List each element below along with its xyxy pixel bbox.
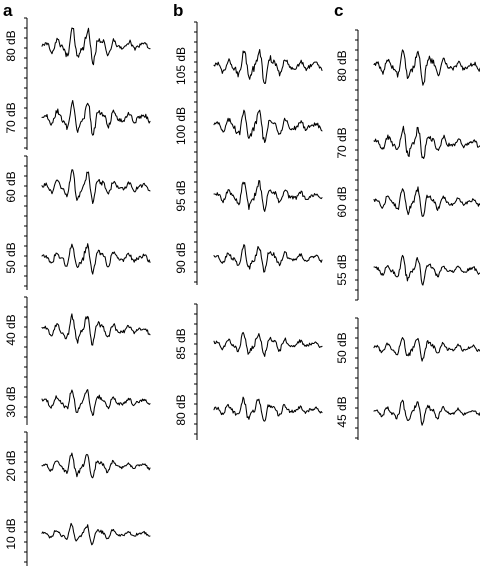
waveform-trace [41, 522, 151, 546]
trace-label: 40 dB [4, 314, 18, 345]
panel-b: 105 dB 100 dB 95 dB 90 dB 85 dB 80 dB [174, 21, 323, 440]
waveform-trace [373, 399, 480, 426]
panel-letter-b: b [173, 1, 183, 20]
waveform-trace [41, 27, 151, 66]
trace-label: 10 dB [4, 518, 18, 549]
trace-label: 50 dB [335, 332, 349, 363]
trace-label: 45 dB [335, 396, 349, 427]
trace-label: 95 dB [174, 180, 188, 211]
trace-label: 100 dB [174, 107, 188, 145]
waveform-trace [213, 179, 323, 212]
waveform-trace [41, 389, 151, 417]
trace-label: 30 dB [4, 386, 18, 417]
trace-label: 85 dB [174, 328, 188, 359]
trace-label: 70 dB [335, 127, 349, 158]
trace-label: 80 dB [174, 394, 188, 425]
trace-label: 70 dB [4, 102, 18, 133]
waveform-trace [213, 331, 323, 357]
panel-c: 80 dB 70 dB 60 dB 55 dB 50 dB 45 dB [335, 29, 480, 440]
waveform-trace [41, 169, 151, 205]
trace-label: 50 dB [4, 242, 18, 273]
trace-label: 80 dB [335, 50, 349, 81]
trace-label: 90 dB [174, 242, 188, 273]
waveform-trace [213, 396, 323, 422]
waveform-trace [213, 244, 323, 273]
trace-label: 55 dB [335, 254, 349, 285]
trace-label: 105 dB [174, 47, 188, 85]
waveform-trace [41, 313, 151, 346]
trace-label: 60 dB [335, 186, 349, 217]
waveform-trace [213, 48, 323, 85]
trace-label: 60 dB [4, 171, 18, 202]
panel-letter-c: c [334, 1, 343, 20]
waveform-trace [373, 254, 480, 286]
waveform-trace [41, 452, 151, 479]
panel-letter-a: a [3, 1, 13, 20]
waveform-trace [213, 109, 323, 144]
waveform-trace [373, 49, 480, 86]
trace-label: 80 dB [4, 30, 18, 61]
panel-a: 80 dB 70 dB 60 dB 50 dB 40 dB 30 dB 20 dB 10 dB [4, 17, 151, 566]
waveform-trace [41, 243, 151, 275]
waveform-trace [41, 99, 151, 136]
waveform-trace [373, 125, 480, 160]
trace-label: 20 dB [4, 450, 18, 481]
waveform-trace [373, 186, 480, 217]
waveform-trace [373, 337, 480, 362]
